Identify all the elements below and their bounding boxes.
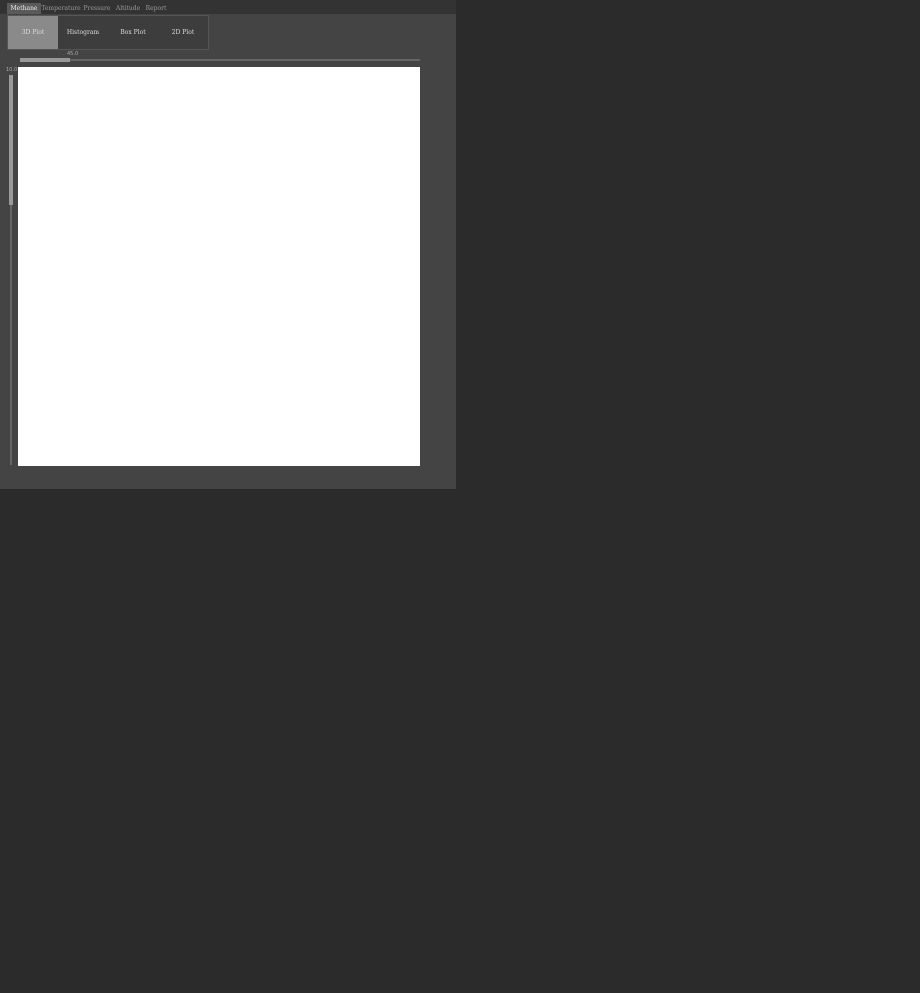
subtab[interactable]: Histogram	[66, 29, 100, 36]
subtab[interactable]: Box Plot	[120, 29, 146, 36]
tab[interactable]: Methane	[7, 3, 41, 14]
slider-track	[10, 75, 12, 465]
slider-track	[20, 59, 420, 61]
tab[interactable]: Report	[145, 5, 167, 12]
tab[interactable]: Altitude	[115, 5, 141, 12]
tab[interactable]: Pressure	[83, 5, 111, 12]
subtab-bar: 3D Plot Histogram Box Plot 2D Plot	[7, 15, 209, 50]
slider-handle[interactable]	[9, 75, 13, 205]
tab[interactable]: Temperature	[41, 5, 81, 12]
panel: Methane Temperature Pressure Altitude Report…	[0, 0, 456, 489]
tab-bar	[0, 0, 456, 14]
slider-handle[interactable]	[20, 58, 70, 62]
subtab[interactable]: 2D Plot	[171, 29, 195, 36]
slider-label: 45.0	[67, 51, 79, 57]
chart	[18, 67, 420, 466]
slider-label: 10.0	[6, 67, 18, 73]
subtab[interactable]: 3D Plot	[8, 16, 58, 49]
